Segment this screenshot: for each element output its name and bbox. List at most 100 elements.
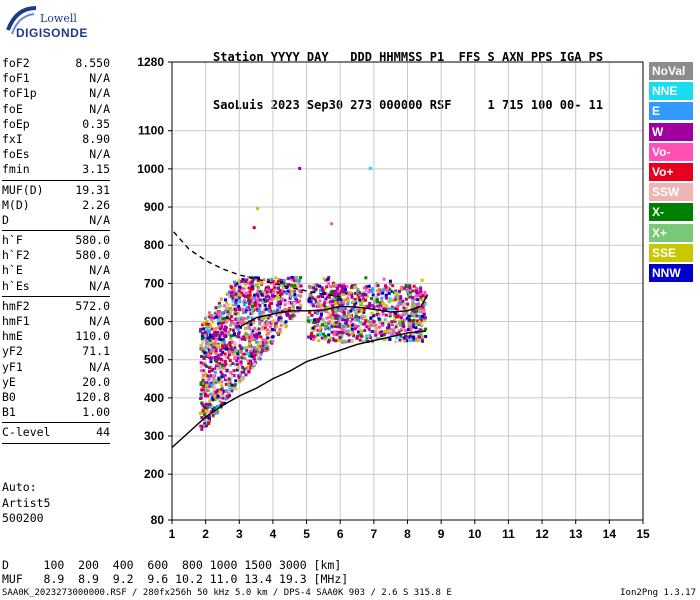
echo-point xyxy=(391,284,395,288)
echo-point xyxy=(203,423,207,427)
echo-point xyxy=(277,301,281,305)
echo-point xyxy=(280,292,284,296)
echo-point xyxy=(399,296,403,300)
echo-point xyxy=(249,281,253,285)
echo-point xyxy=(222,335,226,339)
echo-point xyxy=(394,340,398,344)
echo-point xyxy=(319,294,323,298)
echo-point xyxy=(260,317,264,321)
echo-point xyxy=(411,296,415,300)
echo-point xyxy=(224,397,228,401)
param-row: foEs N/A xyxy=(2,147,110,162)
echo-point xyxy=(298,279,302,283)
echo-point xyxy=(279,279,283,283)
echo-point xyxy=(288,296,292,300)
echo-point xyxy=(257,307,261,311)
y-tick-label: 80 xyxy=(151,513,165,527)
echo-point xyxy=(388,288,392,292)
param-row: foE N/A xyxy=(2,102,110,117)
echo-point xyxy=(325,322,329,326)
echo-point xyxy=(228,359,232,363)
echo-point xyxy=(237,300,241,304)
echo-point xyxy=(376,304,380,308)
echo-point xyxy=(263,348,267,352)
echo-point xyxy=(237,305,241,309)
echo-point xyxy=(320,336,324,340)
echo-point xyxy=(397,289,401,293)
param-label: B0 xyxy=(2,389,16,404)
param-value: 110.0 xyxy=(75,329,110,344)
echo-point xyxy=(257,357,261,361)
echo-point xyxy=(350,317,354,321)
echo-point xyxy=(211,336,215,340)
echo-point xyxy=(325,293,329,297)
echo-point xyxy=(405,316,409,320)
echo-point xyxy=(266,332,270,336)
echo-point xyxy=(366,320,370,324)
echo-point xyxy=(204,328,208,332)
echo-point xyxy=(404,297,408,301)
echo-point xyxy=(209,374,213,378)
echo-point xyxy=(205,384,209,388)
echo-point xyxy=(229,371,233,375)
echo-point xyxy=(259,292,263,296)
echo-point xyxy=(364,293,368,297)
x-tick-label: 14 xyxy=(603,527,617,541)
echo-point xyxy=(408,284,412,288)
echo-point xyxy=(247,281,251,285)
echo-point xyxy=(405,287,409,291)
echo-point xyxy=(394,325,398,329)
echo-point xyxy=(235,334,239,338)
echo-point xyxy=(313,318,317,322)
echo-point xyxy=(327,311,331,315)
echo-point xyxy=(369,316,373,320)
echo-point xyxy=(268,301,272,305)
echo-point xyxy=(210,327,214,331)
echo-point xyxy=(245,335,249,339)
echo-point xyxy=(224,326,228,330)
echo-point xyxy=(222,316,226,320)
echo-point xyxy=(251,279,255,283)
echo-point xyxy=(204,381,208,385)
echo-point xyxy=(420,323,424,327)
echo-point xyxy=(422,319,426,323)
echo-point xyxy=(405,311,409,315)
echo-point xyxy=(352,286,356,290)
echo-point xyxy=(389,333,393,337)
echo-point xyxy=(408,325,412,329)
echo-point xyxy=(203,316,207,320)
echo-point xyxy=(217,322,221,326)
echo-point xyxy=(201,403,205,407)
echo-point xyxy=(207,378,211,382)
echo-point xyxy=(374,328,378,332)
echo-point xyxy=(273,294,277,298)
echo-point xyxy=(233,363,237,367)
echo-point xyxy=(199,344,203,348)
echo-point xyxy=(327,295,331,299)
echo-point xyxy=(241,322,245,326)
echo-point xyxy=(282,284,286,288)
echo-point xyxy=(361,293,365,297)
echo-point xyxy=(380,323,384,327)
echo-point xyxy=(404,334,408,338)
echo-point xyxy=(202,418,206,422)
param-divider xyxy=(2,295,110,297)
echo-point xyxy=(204,424,208,428)
echo-point xyxy=(325,301,329,305)
echo-point xyxy=(339,290,343,294)
echo-point xyxy=(412,322,416,326)
echo-point xyxy=(343,317,347,321)
param-row: hmF1 N/A xyxy=(2,314,110,329)
echo-point xyxy=(233,355,237,359)
echo-point xyxy=(308,294,312,298)
echo-point xyxy=(385,296,389,300)
echo-point xyxy=(203,355,207,359)
echo-point xyxy=(249,359,253,363)
echo-point xyxy=(314,300,318,304)
echo-point xyxy=(241,376,245,380)
echo-point xyxy=(215,397,219,401)
echo-point xyxy=(371,287,375,291)
echo-point xyxy=(228,312,232,316)
echo-point xyxy=(418,306,422,310)
echo-point xyxy=(310,296,314,300)
